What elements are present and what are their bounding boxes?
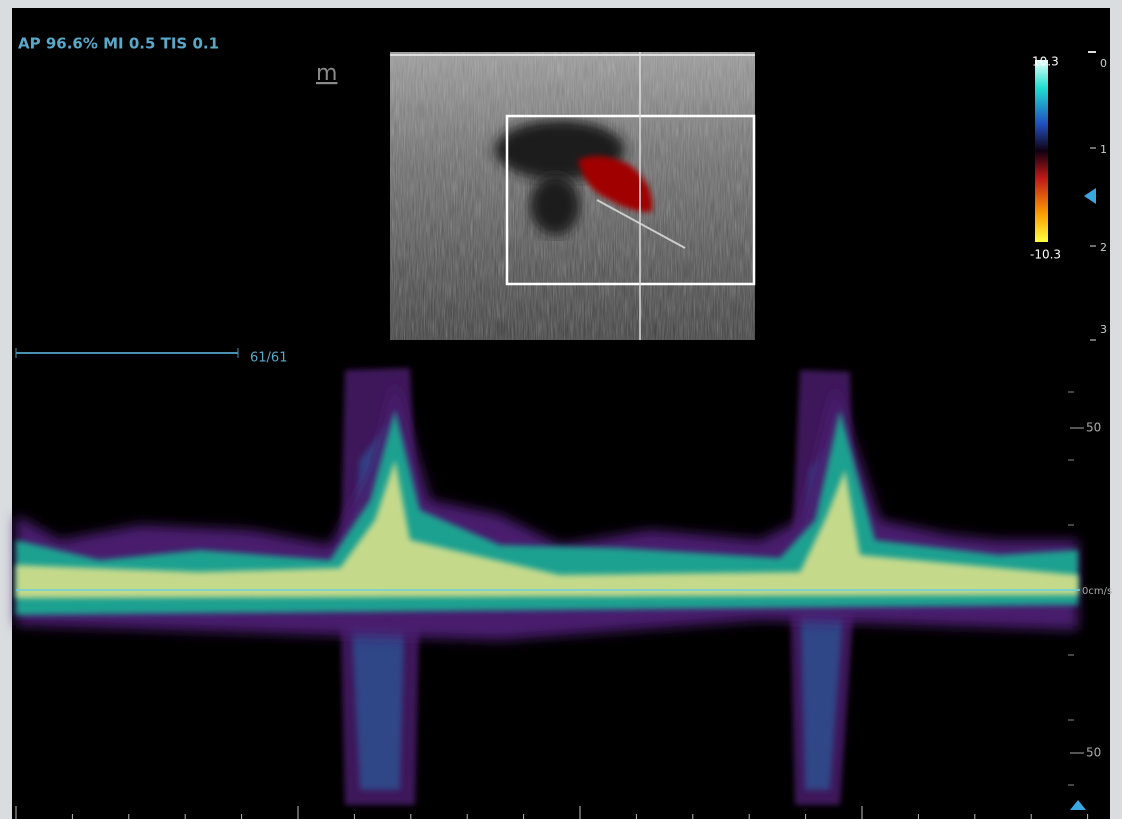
velocity-label: 50 <box>1086 746 1101 760</box>
velocity-label: 50 <box>1086 421 1101 435</box>
b-mode-image <box>390 52 755 340</box>
depth-label: 1 <box>1100 143 1107 156</box>
frame-counter: 61/61 <box>250 351 287 366</box>
mode-icon: m <box>316 61 337 86</box>
depth-label: 3 <box>1100 323 1107 336</box>
acoustic-info: AP 96.6% MI 0.5 TIS 0.1 <box>18 35 219 53</box>
depth-label: 2 <box>1100 241 1107 254</box>
ultrasound-screen: AP 96.6% MI 0.5 TIS 0.1 m 10.3 -10.3 0 1… <box>0 0 1122 819</box>
page: AP 96.6% MI 0.5 TIS 0.1 m 10.3 -10.3 0 1… <box>0 0 1122 819</box>
color-scale-max: 10.3 <box>1032 55 1059 69</box>
depth-label: 0 <box>1100 57 1107 70</box>
velocity-label: 0cm/s <box>1082 586 1112 597</box>
color-bar <box>1035 60 1048 242</box>
dark-region <box>530 175 580 235</box>
color-scale-min: -10.3 <box>1030 248 1061 262</box>
